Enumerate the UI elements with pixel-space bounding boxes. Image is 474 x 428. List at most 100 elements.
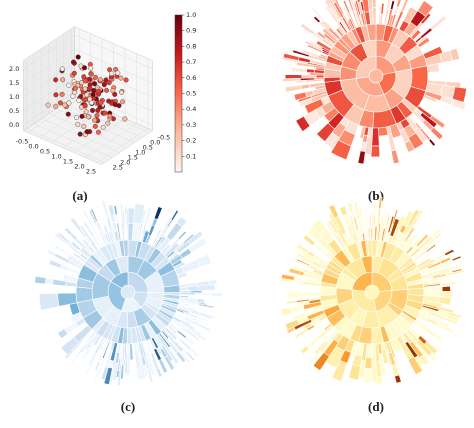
colorbar-tick-label: 0.6	[186, 74, 196, 82]
sunburst-segment	[192, 319, 210, 328]
sunburst-segment	[389, 0, 396, 11]
scatter-point	[98, 77, 104, 83]
sunburst-segment	[370, 145, 381, 158]
sunburst-segment	[164, 346, 180, 365]
sunburst-segment	[308, 349, 322, 365]
scatter-point	[87, 76, 93, 82]
sunburst-segment	[367, 0, 374, 10]
scatter-point	[59, 91, 65, 97]
sunburst-segment	[101, 200, 110, 219]
sunburst-segment	[102, 339, 109, 351]
sunburst-segment	[301, 74, 317, 79]
sunburst-segment	[82, 338, 90, 348]
sunburst-segment	[175, 351, 187, 364]
sunburst-segment	[430, 15, 447, 31]
scatter-point	[107, 67, 113, 73]
scatter-point	[109, 70, 115, 76]
sunburst-segment	[359, 125, 366, 140]
scatter-point	[94, 84, 100, 90]
sunburst-segment	[370, 228, 373, 241]
scatter-point	[53, 77, 59, 83]
sunburst-segment	[59, 264, 70, 272]
sunburst-segment	[117, 369, 122, 386]
sunburst-segment	[351, 354, 363, 367]
panel-label: (d)	[368, 399, 384, 414]
grid-line	[71, 28, 150, 133]
sunburst-segment	[184, 350, 196, 362]
sunburst-segment	[73, 252, 87, 263]
sunburst-segment	[176, 271, 188, 279]
sunburst-segment	[415, 209, 424, 220]
colorbar-tick-label: 0.9	[186, 27, 196, 35]
sunburst-segment	[446, 311, 462, 319]
panel-label: (c)	[121, 399, 135, 414]
scatter-point	[59, 66, 65, 72]
sunburst-segment	[404, 227, 415, 243]
sunburst-segment	[305, 336, 320, 350]
sunburst-segment	[189, 347, 200, 358]
colorbar-tick-label: 1.0	[186, 11, 196, 19]
scatter-point	[76, 97, 82, 103]
sunburst-segment	[81, 342, 95, 360]
sunburst-segment	[126, 355, 131, 376]
x-tick-label: 0.5	[40, 148, 50, 156]
sunburst-segment	[400, 0, 409, 13]
grid-line	[23, 48, 153, 84]
sunburst-segment	[373, 202, 377, 217]
sunburst-segment	[196, 253, 212, 268]
sunburst-segment	[432, 341, 442, 349]
colorbar	[174, 14, 183, 173]
sunburst-segment	[363, 367, 373, 384]
x-tick-label: 0.0	[28, 143, 38, 151]
grid-line	[23, 76, 153, 112]
sunburst-segment	[442, 261, 452, 268]
x-tick-label: 2.0	[74, 163, 84, 171]
scatter-point	[122, 116, 128, 122]
sunburst-segment	[383, 210, 390, 230]
sunburst-segment	[371, 343, 376, 355]
scatter-point	[87, 85, 93, 91]
sunburst-segment	[195, 333, 207, 342]
scatter-point	[66, 82, 72, 88]
sunburst-segment	[323, 323, 333, 331]
sunburst-segment	[328, 204, 340, 219]
sunburst-segment	[194, 292, 212, 297]
scatter-point	[90, 107, 96, 113]
sunburst-segment	[153, 206, 163, 220]
sunburst-segment	[291, 264, 303, 272]
scatter-point	[65, 111, 71, 117]
sunburst-segment	[57, 328, 69, 339]
y-tick-label: 1.0	[135, 149, 145, 157]
sunburst-segment	[82, 220, 96, 239]
sunburst-segment	[136, 367, 143, 381]
sunburst-segment	[294, 328, 309, 339]
sunburst-segment	[292, 49, 310, 58]
sunburst-segment	[368, 214, 372, 233]
sunburst-segment	[379, 216, 385, 234]
sunburst-segment	[34, 275, 47, 285]
sunburst-segment	[315, 40, 333, 52]
sunburst-segment	[354, 0, 358, 2]
scatter-point	[106, 98, 112, 104]
sunburst-segment	[385, 350, 392, 366]
scatter-point	[100, 124, 106, 130]
scatter-point	[119, 89, 125, 95]
x-tick-label: 1.0	[51, 153, 61, 161]
colorbar-tick-label: 0.2	[186, 137, 196, 145]
sunburst-segment	[311, 7, 327, 24]
scatter-point	[82, 103, 88, 109]
sunburst-segment	[286, 290, 304, 299]
sunburst-segment	[361, 203, 364, 216]
sunburst-segment	[445, 269, 465, 277]
scatter-point	[45, 102, 51, 108]
sunburst-segment	[124, 205, 127, 215]
sunburst-segment	[357, 150, 366, 165]
sunburst-segment	[187, 285, 199, 291]
sunburst-segment	[282, 52, 300, 61]
grid-line	[26, 58, 105, 163]
sunburst-segment	[72, 217, 86, 234]
sunburst-segment	[303, 291, 321, 298]
sunburst-segment	[295, 115, 311, 132]
scatter-point	[75, 54, 81, 60]
